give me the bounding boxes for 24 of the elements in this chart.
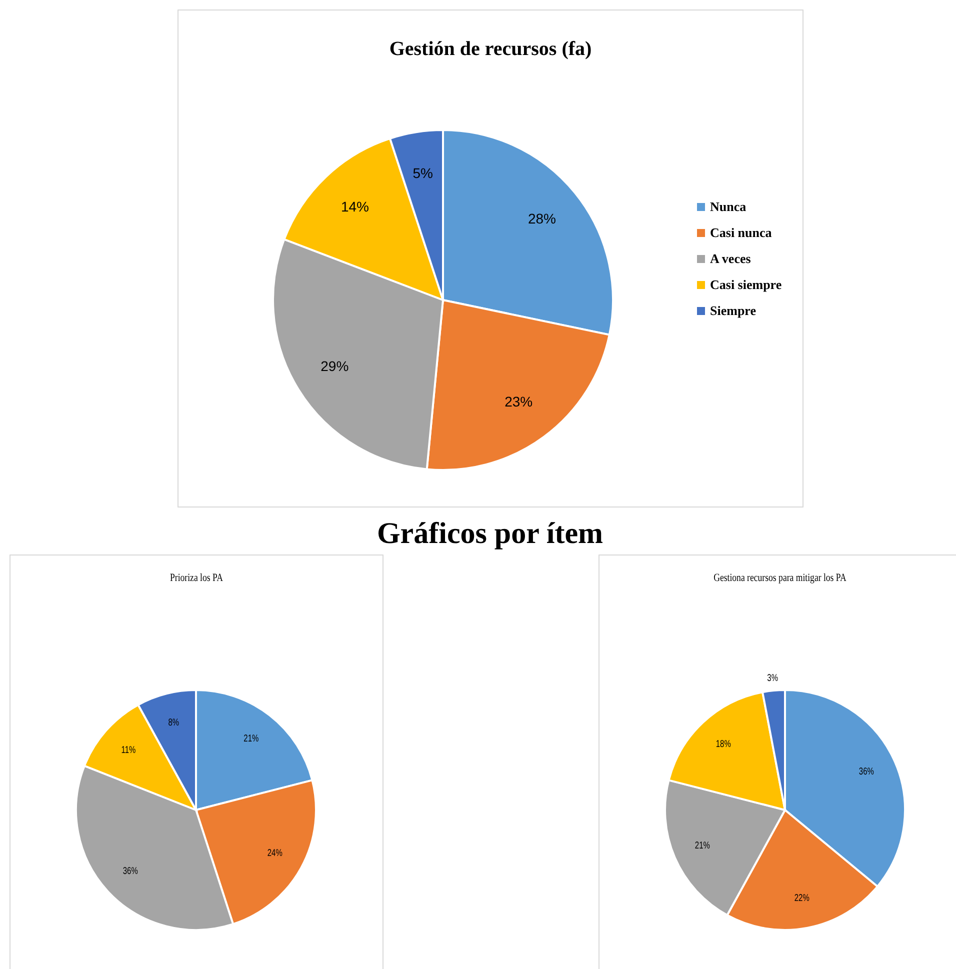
data-label: 5% — [412, 164, 433, 181]
data-label: 36% — [858, 765, 874, 777]
data-label: 23% — [504, 393, 533, 410]
chart-title: Gestión de recursos (fa) — [389, 38, 592, 60]
chart-title: Gestiona recursos para mitigar los PA — [714, 572, 848, 584]
legend-label: Nunca — [710, 198, 747, 214]
data-label: 29% — [320, 358, 349, 374]
data-label: 36% — [122, 865, 138, 877]
data-label: 28% — [528, 210, 556, 226]
legend-label: A veces — [710, 250, 751, 266]
chart-title: Prioriza los PA — [170, 572, 224, 584]
data-label: 18% — [716, 738, 732, 750]
legend-label: Casi siempre — [710, 276, 782, 292]
data-label: 8% — [168, 716, 180, 728]
data-label: 3% — [767, 672, 778, 684]
legend-label: Casi nunca — [710, 224, 772, 240]
legend-label: Siempre — [710, 302, 756, 318]
data-label: 24% — [267, 846, 282, 858]
data-label: 21% — [244, 732, 259, 744]
data-label: 22% — [794, 892, 810, 904]
data-label: 21% — [694, 839, 710, 851]
text: Gráficos por ítem — [376, 517, 604, 550]
data-label: 11% — [121, 744, 136, 756]
data-label: 14% — [341, 198, 370, 214]
